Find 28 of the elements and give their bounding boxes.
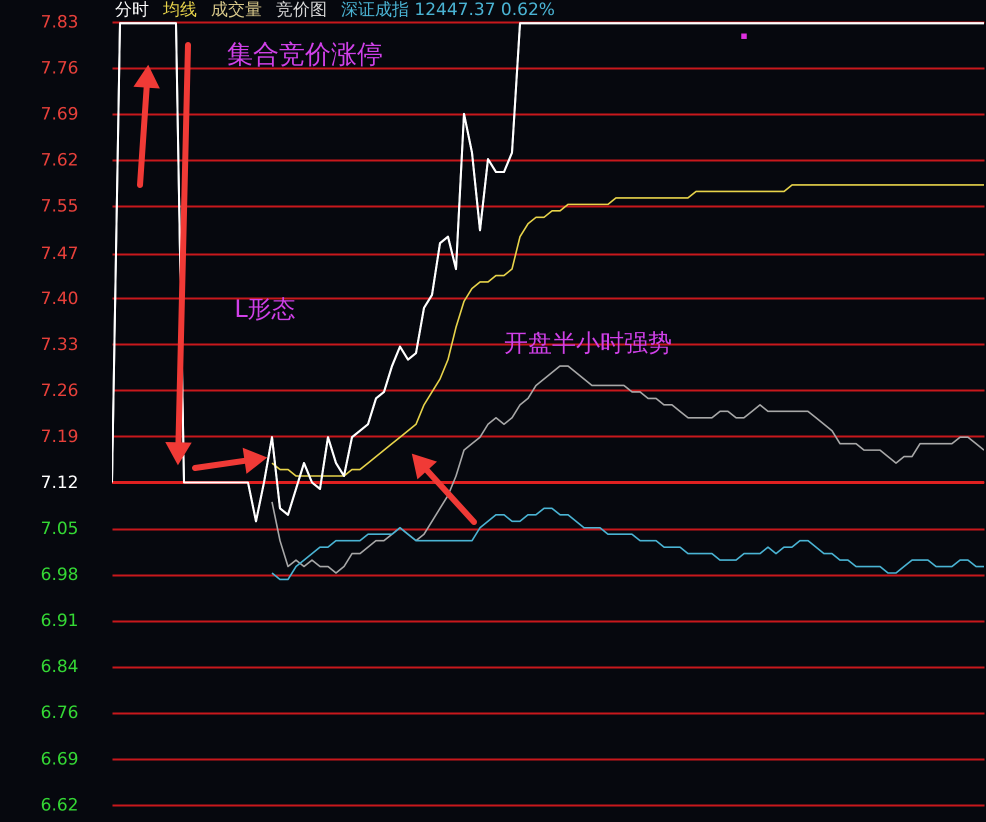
y-tick-label: 7.47 [40, 244, 78, 264]
line-series [271, 508, 984, 580]
y-tick-label: 6.62 [40, 795, 78, 816]
y-tick-label: 7.76 [40, 58, 78, 79]
line-series [271, 365, 984, 574]
text: 竞价图 [276, 0, 327, 20]
y-tick-label: 6.84 [40, 657, 78, 678]
annotation: L形态 [234, 295, 296, 323]
line-series [271, 184, 984, 477]
text: 均线 [162, 0, 197, 20]
text: 深证成指 12447.37 0.62% [341, 0, 555, 20]
series-label: 分时 [115, 0, 149, 20]
y-tick-label: 7.26 [40, 380, 78, 401]
y-tick-label: 7.55 [40, 196, 78, 217]
y-tick-label: 6.98 [40, 565, 78, 586]
y-tick-label: 7.05 [40, 519, 78, 540]
y-tick-label: 6.76 [40, 703, 78, 724]
y-tick-label: 7.19 [40, 426, 78, 447]
text: 成交量 [211, 0, 262, 20]
y-tick-label: 6.91 [40, 611, 78, 632]
y-tick-label: 7.40 [40, 288, 78, 309]
y-tick-label: 7.62 [40, 150, 78, 171]
y-tick-label: 7.33 [40, 334, 78, 355]
y-tick-label: 7.69 [40, 104, 78, 125]
y-tick-label: 7.12 [40, 472, 78, 493]
y-tick-label: 6.69 [40, 749, 78, 770]
y-tick-label: 7.83 [40, 12, 78, 32]
annotation: 集合竞价涨停 [227, 40, 383, 70]
